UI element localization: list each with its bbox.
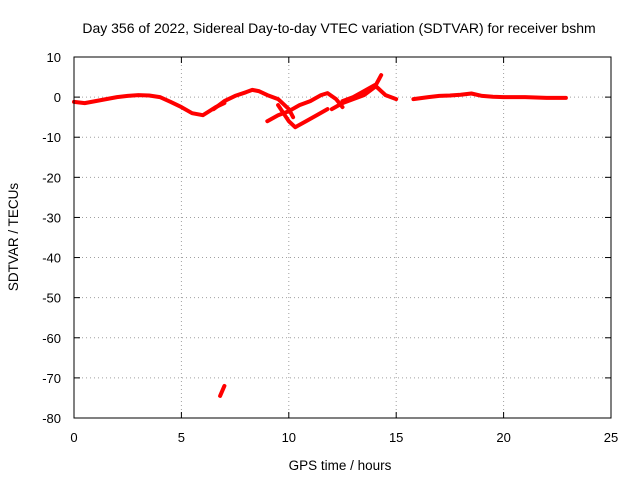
y-tick-label: -30 [42, 210, 61, 225]
x-tick-label: 25 [604, 430, 618, 445]
series-line-seg-e [329, 73, 384, 112]
x-tick-label: 15 [389, 430, 403, 445]
y-tick-label: -70 [42, 371, 61, 386]
series-line-seg-d [276, 103, 330, 130]
y-tick-label: -60 [42, 331, 61, 346]
y-tick-label: -10 [42, 130, 61, 145]
x-tick-label: 10 [282, 430, 296, 445]
series-line-seg-outlier [218, 383, 227, 398]
chart-title: Day 356 of 2022, Sidereal Day-to-day VTE… [82, 20, 595, 36]
series-line-seg-f [340, 83, 399, 104]
y-tick-labels: 10 0 -10 -20 -30 -40 -50 -60 -70 -80 [42, 50, 61, 426]
series-line-seg-a [72, 93, 227, 118]
y-tick-label: -50 [42, 291, 61, 306]
x-axis-label: GPS time / hours [289, 458, 392, 473]
y-tick-label: -40 [42, 251, 61, 266]
series-line-seg-b [211, 87, 296, 120]
x-tick-labels: 0 5 10 15 20 25 [70, 430, 618, 445]
y-tick-label: -80 [42, 411, 61, 426]
data-series [72, 73, 568, 398]
y-tick-label: 10 [47, 50, 61, 65]
x-tick-label: 5 [178, 430, 185, 445]
series-line-seg-g [411, 91, 568, 102]
x-tick-label: 0 [70, 430, 77, 445]
axis-ticks [73, 56, 612, 419]
y-tick-label: 0 [54, 90, 61, 105]
y-axis-label: SDTVAR / TECUs [6, 183, 21, 292]
x-tick-label: 20 [496, 430, 510, 445]
grid [74, 57, 611, 418]
y-tick-label: -20 [42, 170, 61, 185]
plot-frame [73, 56, 612, 419]
